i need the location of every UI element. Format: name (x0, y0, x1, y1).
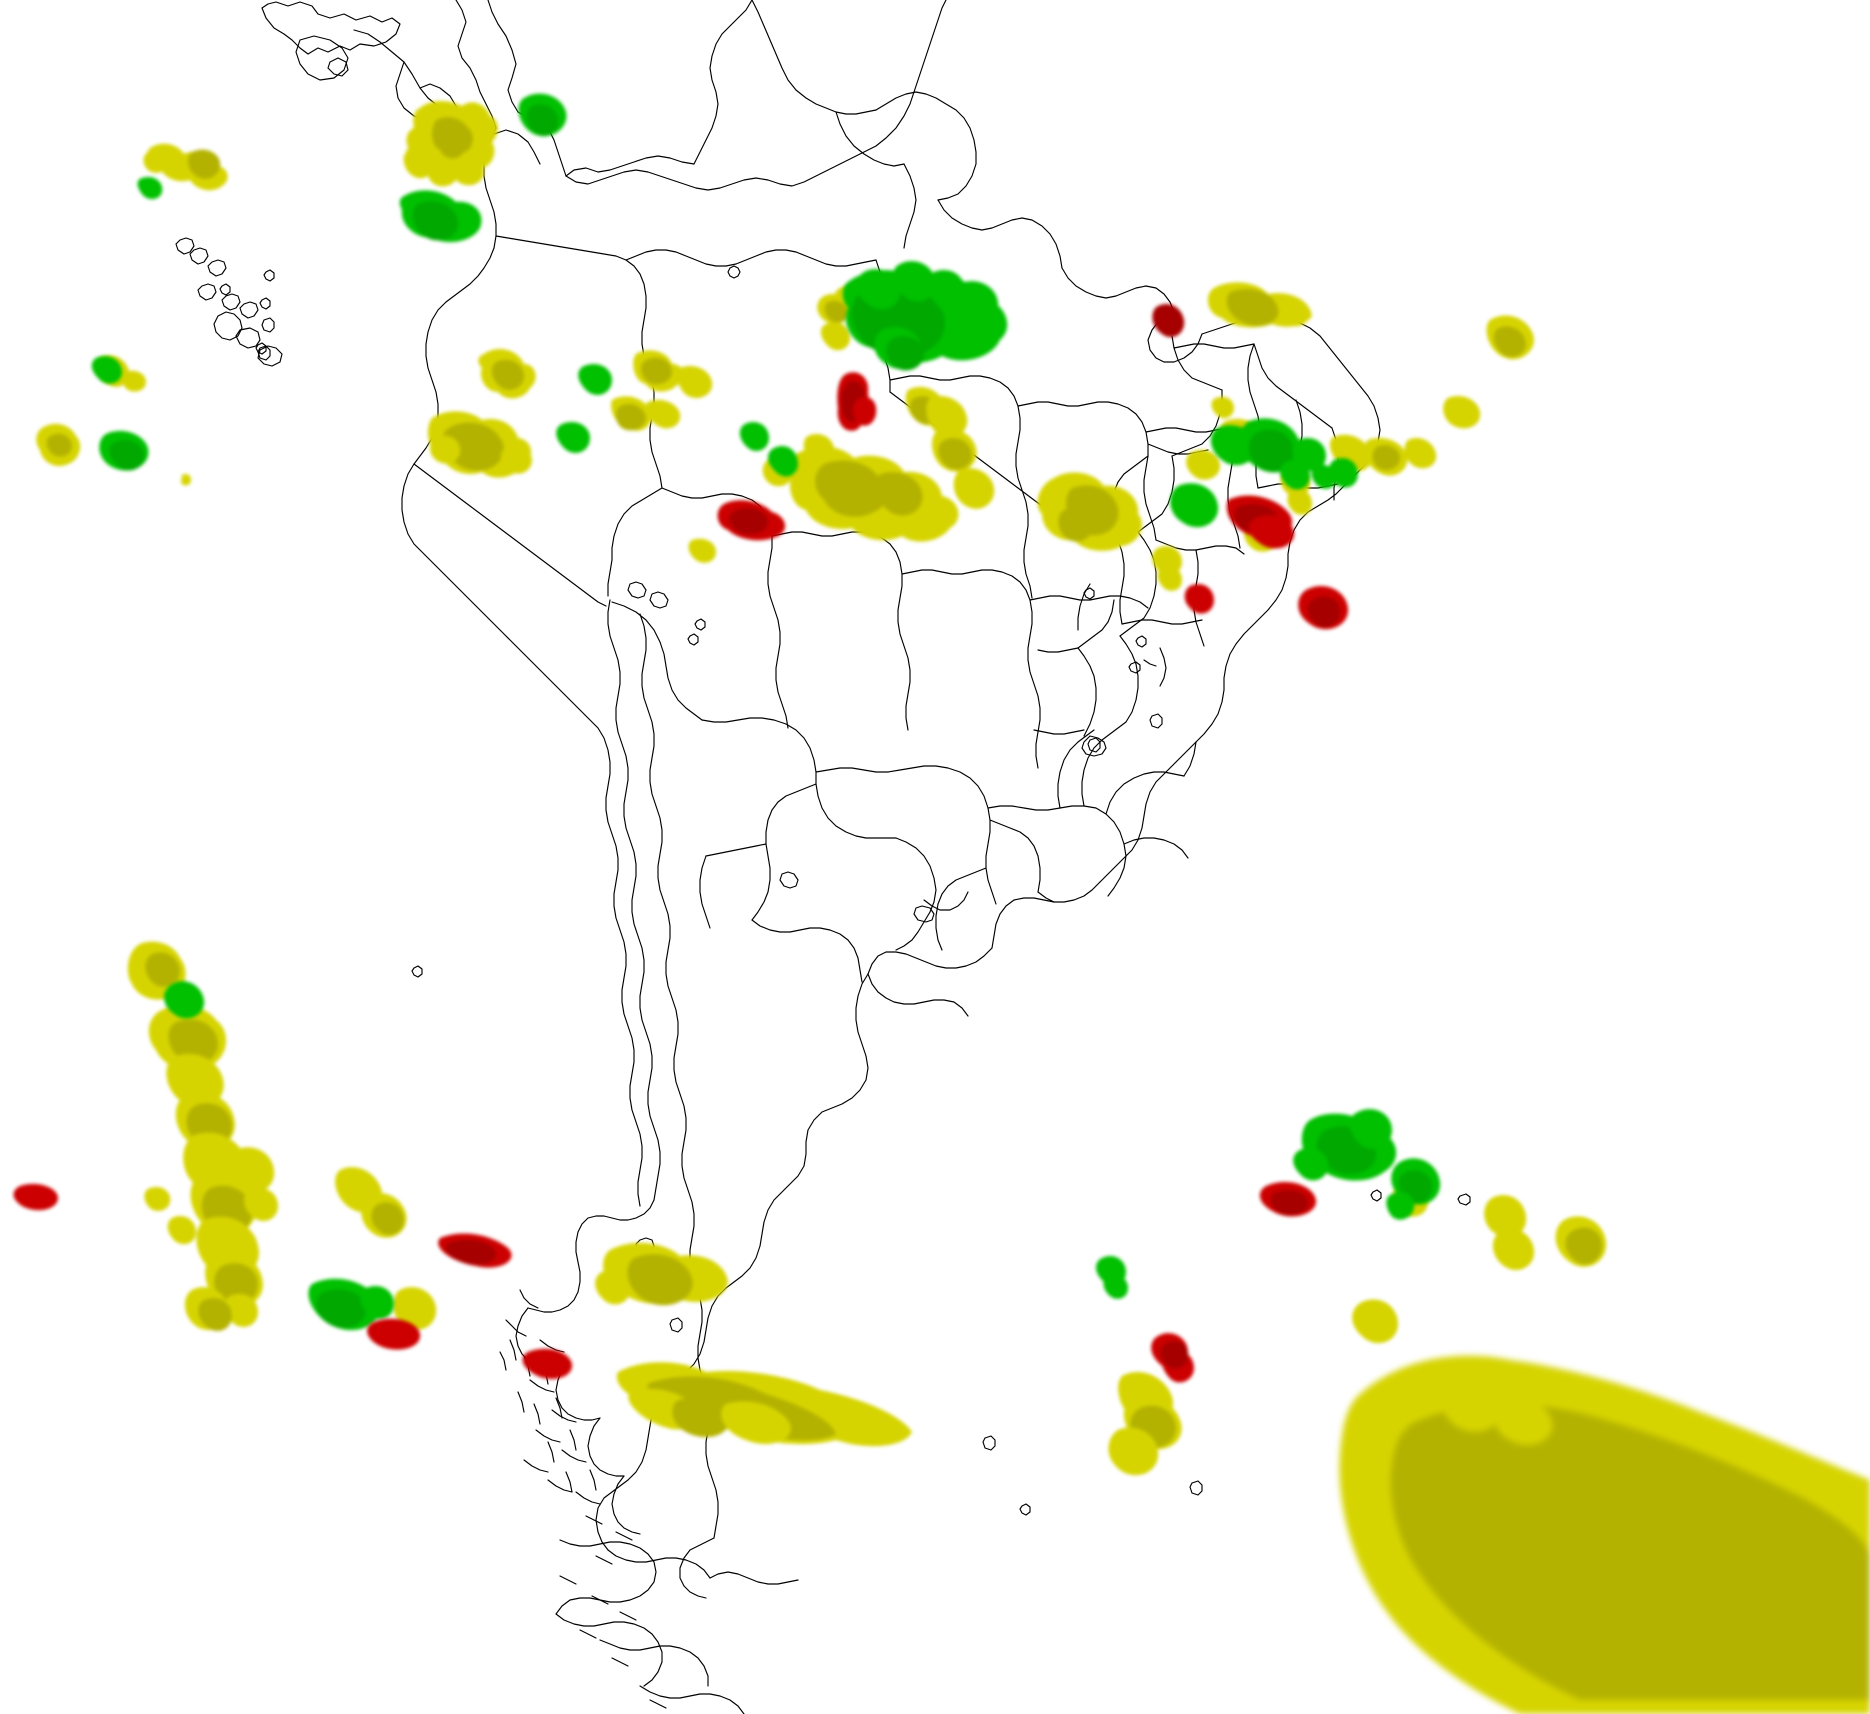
overlay-yellow-class (36, 101, 1607, 1476)
overlay-yellow-south-atlantic (1339, 1355, 1870, 1714)
basemap-outlines (176, 0, 1582, 1714)
overlay-green-class (91, 93, 1441, 1331)
overlay-red-class (13, 303, 1349, 1383)
